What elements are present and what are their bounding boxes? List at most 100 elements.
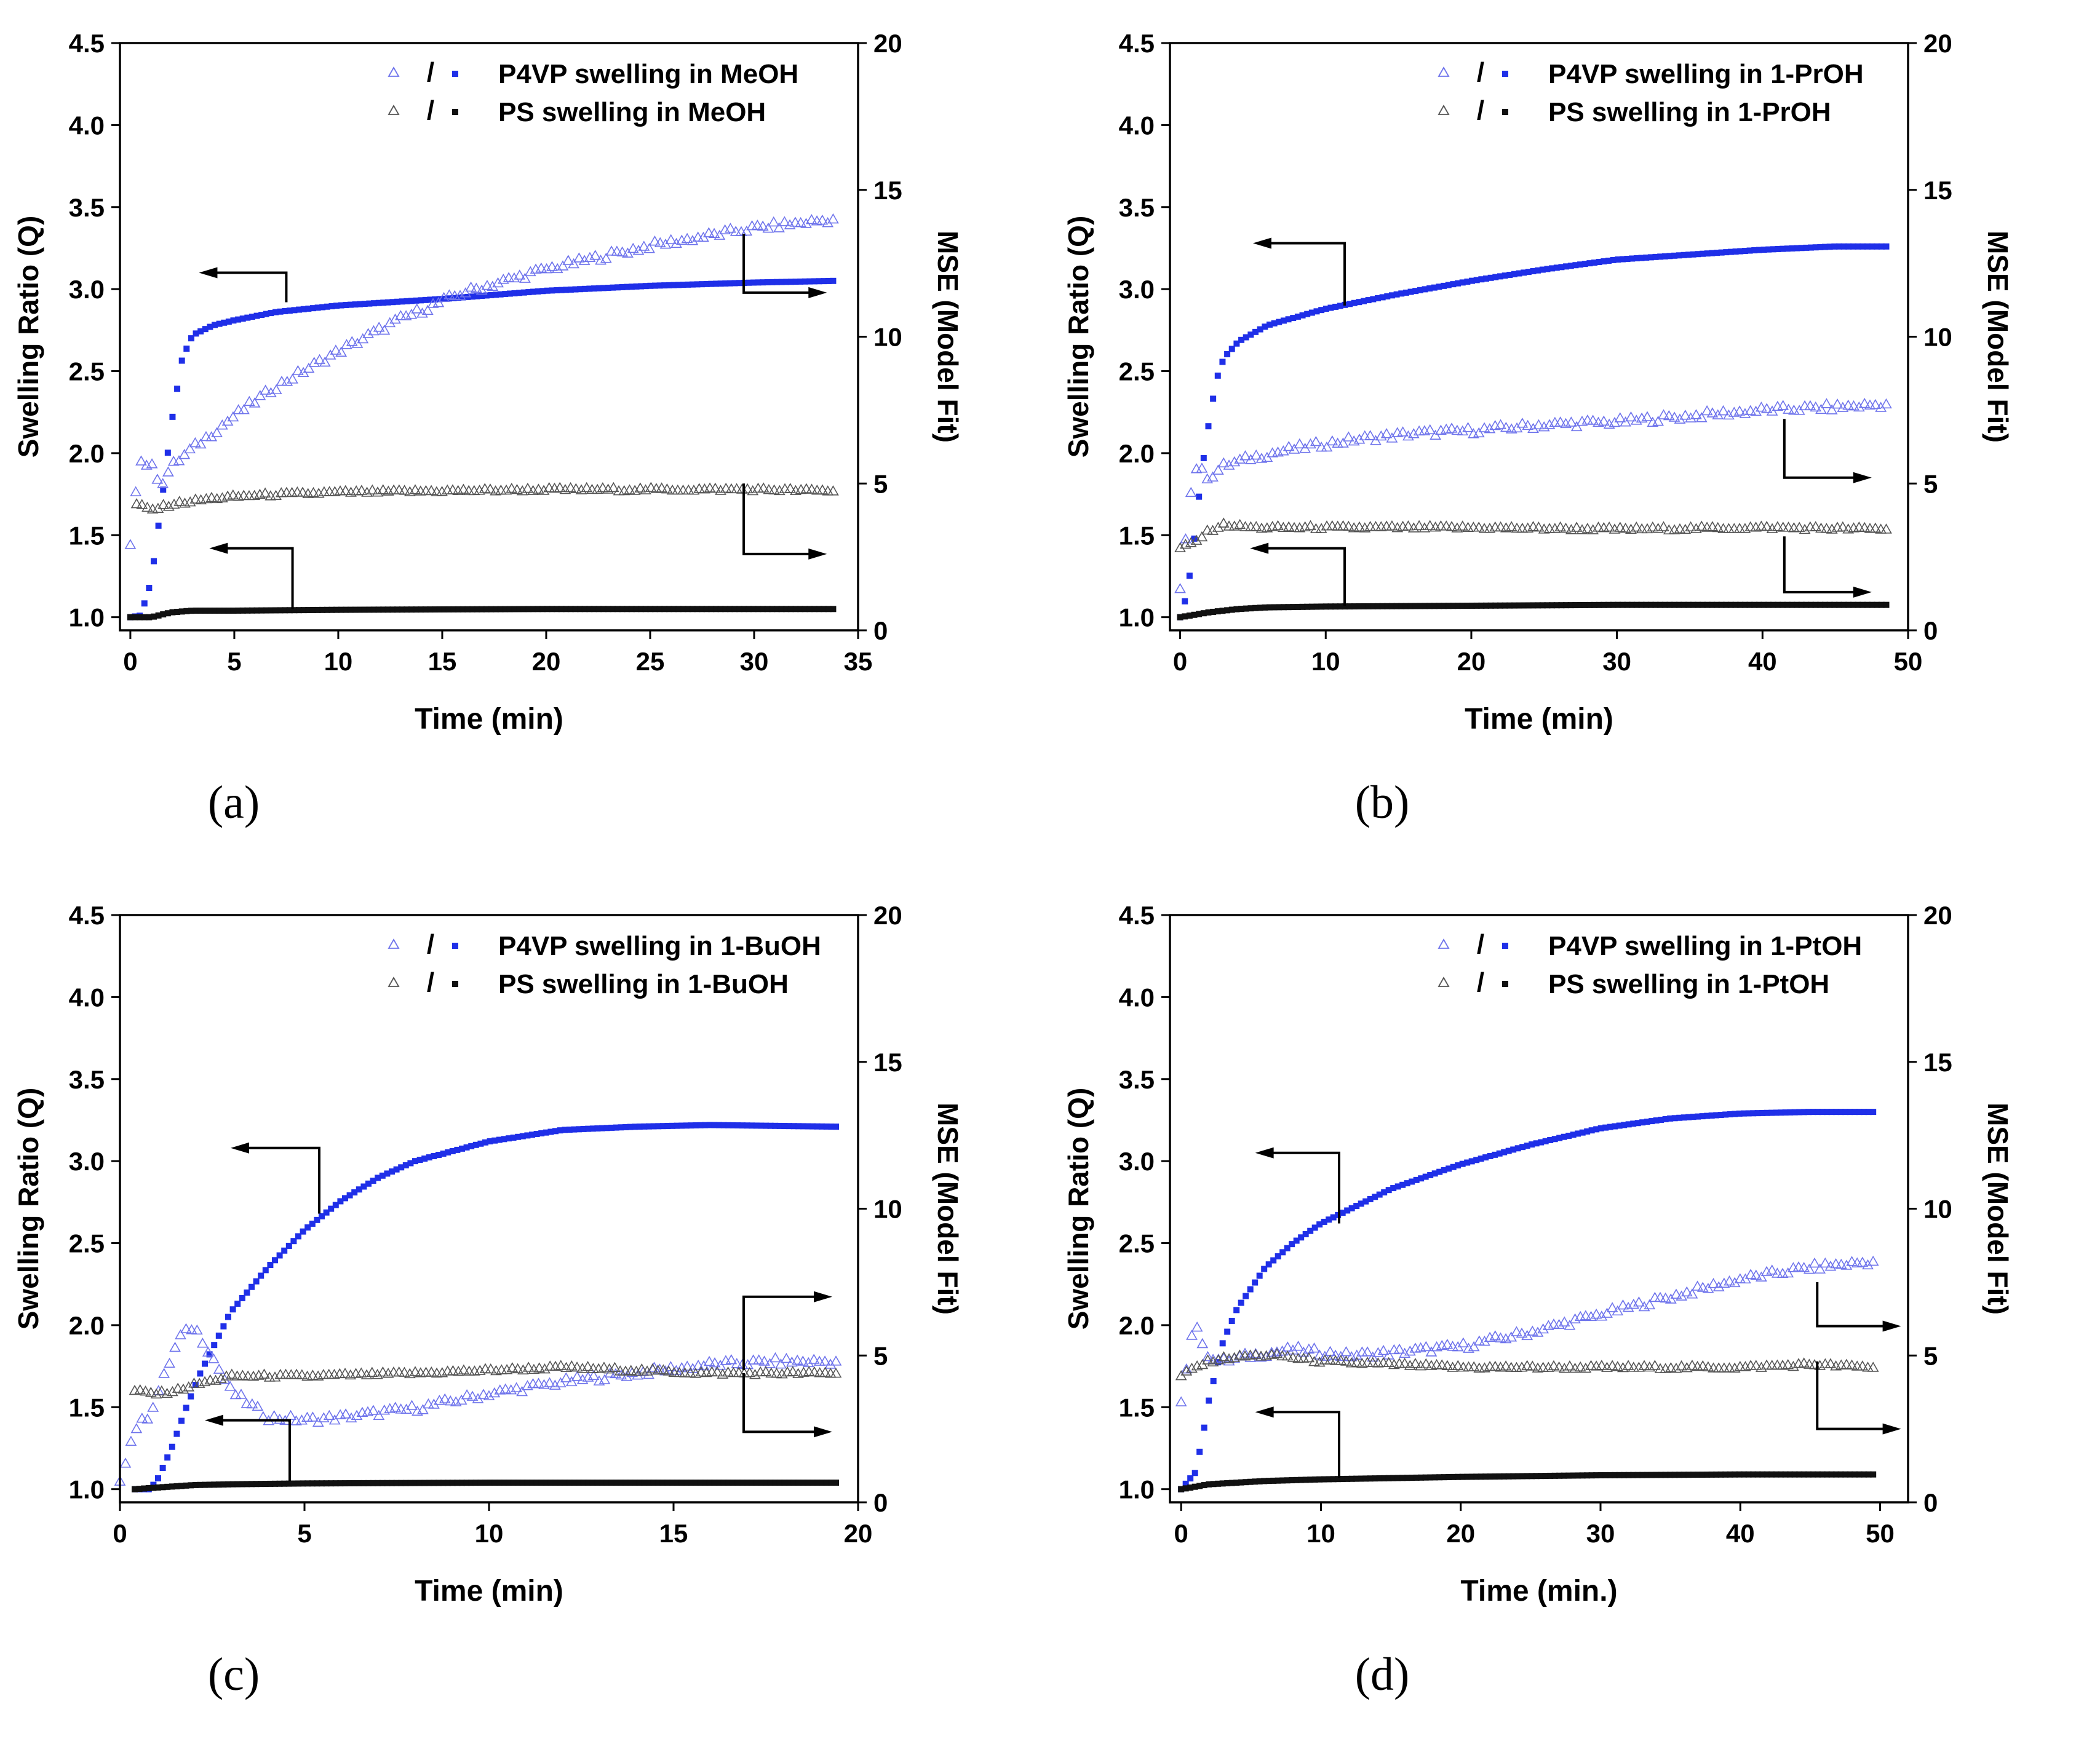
x-axis-label: Time (min)	[415, 1575, 563, 1607]
data-point-triangle	[249, 397, 261, 408]
data-point-square	[1581, 261, 1588, 268]
data-point-square	[206, 1481, 213, 1488]
data-point-triangle	[366, 484, 378, 494]
data-point-square	[1464, 278, 1471, 285]
data-point-triangle	[1342, 520, 1354, 531]
data-point-triangle	[411, 303, 423, 314]
data-point-triangle	[285, 1369, 297, 1379]
data-point-square	[431, 1480, 437, 1486]
data-point-square	[1845, 601, 1852, 608]
data-point-triangle	[501, 1364, 513, 1374]
legend-separator: /	[427, 95, 434, 125]
annotation-arrow	[1816, 1282, 1901, 1332]
data-point-square	[1478, 602, 1485, 609]
data-point-triangle	[1782, 1267, 1794, 1278]
legend-entry-label: PS swelling in 1-PrOH	[1548, 97, 1831, 127]
data-point-square	[304, 1480, 311, 1487]
data-point-triangle	[265, 387, 277, 397]
data-point-square	[501, 1136, 507, 1143]
x-tick-label: 15	[428, 647, 457, 676]
data-point-square	[1842, 1471, 1849, 1478]
data-point-triangle	[1620, 416, 1632, 427]
data-point-square	[1379, 294, 1386, 301]
data-point-square	[1450, 1163, 1457, 1170]
data-point-triangle	[609, 1362, 621, 1373]
data-point-square	[1671, 1472, 1678, 1478]
data-point-square	[455, 606, 462, 612]
data-point-square	[1704, 1471, 1711, 1478]
legend-separator: /	[427, 57, 434, 87]
data-point-square	[1782, 1471, 1789, 1478]
y-tick-label: 2.5	[1119, 1229, 1155, 1258]
data-point-square	[463, 1480, 470, 1486]
arrow-head	[808, 548, 827, 560]
data-point-triangle	[1733, 523, 1746, 533]
data-point-triangle	[1644, 1299, 1656, 1310]
data-point-square	[501, 1479, 507, 1486]
data-point-square	[1233, 606, 1240, 612]
data-point-triangle	[1452, 1360, 1464, 1370]
data-point-square	[1649, 1118, 1655, 1125]
data-point-square	[375, 1175, 381, 1181]
data-point-triangle	[1593, 521, 1604, 532]
data-point-triangle	[754, 1366, 766, 1377]
data-point-square	[370, 300, 377, 307]
y-tick-label: 1.0	[69, 603, 105, 632]
data-point-triangle	[1815, 403, 1827, 414]
data-point-triangle	[213, 1363, 225, 1374]
data-point-square	[146, 614, 153, 620]
data-point-square	[749, 1122, 755, 1129]
y-tick-label: 4.5	[69, 901, 105, 930]
data-point-square	[1612, 1472, 1618, 1478]
data-point-triangle	[404, 1368, 416, 1379]
data-point-square	[244, 607, 251, 614]
data-point-square	[1275, 1477, 1281, 1484]
annotation-arrow	[205, 1414, 291, 1481]
data-point-square	[506, 1135, 512, 1142]
data-point-triangle	[808, 1354, 820, 1364]
data-point-triangle	[781, 1352, 792, 1363]
data-point-triangle	[1614, 521, 1626, 532]
y-tick-label: 3.5	[1119, 1065, 1155, 1094]
data-point-square	[1450, 1473, 1457, 1480]
data-point-triangle	[447, 484, 459, 494]
data-point-square	[539, 288, 546, 295]
data-point-square	[535, 288, 541, 295]
arrow-head	[808, 287, 827, 298]
data-point-triangle	[1505, 521, 1517, 531]
data-point-triangle	[1853, 521, 1865, 532]
data-point-square	[225, 1481, 231, 1488]
data-point-triangle	[1708, 1278, 1719, 1288]
data-point-triangle	[1500, 421, 1512, 432]
data-point-square	[150, 613, 157, 620]
data-point-triangle	[1457, 425, 1469, 436]
data-point-square	[220, 1481, 227, 1488]
data-point-triangle	[1830, 1258, 1842, 1269]
data-point-square	[215, 1332, 222, 1339]
y-tick-label: 1.5	[69, 521, 105, 550]
data-point-triangle	[1658, 409, 1669, 419]
data-point-square	[622, 1479, 629, 1486]
data-point-square	[642, 606, 649, 612]
data-point-square	[1510, 1473, 1517, 1480]
data-point-triangle	[1510, 1326, 1522, 1336]
series-ps-ratio	[132, 1479, 839, 1492]
data-point-square	[1418, 1474, 1425, 1481]
data-point-triangle	[1680, 1286, 1693, 1297]
data-point-square	[680, 606, 686, 612]
data-point-square	[1178, 1486, 1185, 1492]
data-point-triangle	[728, 1366, 739, 1377]
data-point-square	[678, 1122, 685, 1129]
data-point-square	[426, 1480, 432, 1486]
data-point-square	[1501, 1473, 1508, 1480]
data-point-triangle	[1606, 1360, 1618, 1370]
data-point-triangle	[205, 491, 218, 502]
data-point-triangle	[471, 282, 482, 293]
data-point-triangle	[335, 346, 348, 357]
data-point-square	[1768, 1471, 1775, 1478]
data-point-triangle	[1814, 1263, 1826, 1274]
data-point-square	[436, 1480, 442, 1486]
data-point-square	[781, 1479, 788, 1486]
data-point-square	[706, 1122, 713, 1128]
data-point-triangle	[1212, 1354, 1225, 1365]
